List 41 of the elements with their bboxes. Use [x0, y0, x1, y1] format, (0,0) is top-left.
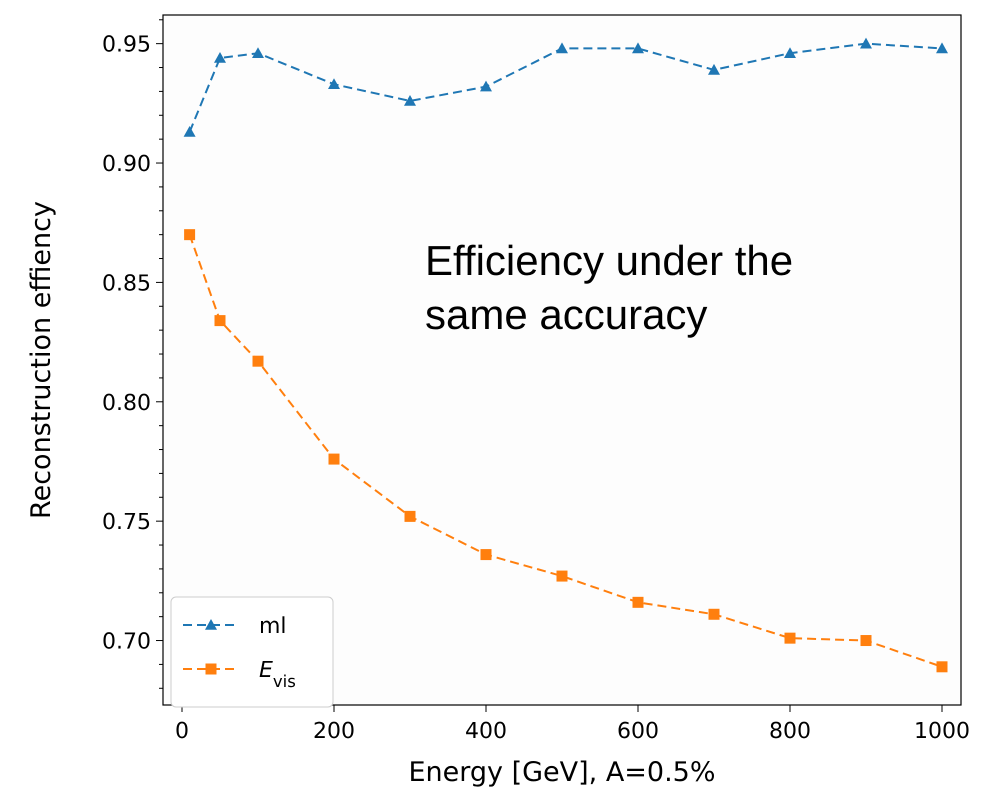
- y-tick-label: 0.75: [102, 510, 151, 536]
- y-tick-label: 0.95: [102, 32, 151, 58]
- x-tick-label: 200: [313, 719, 355, 744]
- x-tick-label: 600: [617, 719, 659, 744]
- x-tick-label: 400: [465, 719, 507, 744]
- x-tick-label: 800: [769, 719, 811, 744]
- point: [860, 38, 872, 48]
- point: [784, 47, 796, 58]
- point: [328, 78, 340, 90]
- legend-label: ml: [259, 614, 287, 639]
- point: [480, 80, 492, 92]
- point: [556, 42, 568, 54]
- point: [328, 454, 340, 465]
- point: [708, 64, 720, 75]
- point: [556, 570, 568, 582]
- point: [184, 126, 196, 137]
- point: [936, 661, 948, 672]
- point: [404, 510, 416, 522]
- point: [936, 42, 948, 54]
- point: [252, 47, 264, 58]
- point: [480, 549, 492, 560]
- y-tick-label: 0.90: [102, 152, 151, 178]
- x-tick-label: 1000: [914, 719, 970, 744]
- point: [784, 632, 796, 644]
- x-axis-title: Energy [GeV], A=0.5%: [408, 757, 716, 787]
- point: [860, 635, 872, 646]
- y-axis-title: Reconstruction effiency: [26, 201, 57, 519]
- point: [214, 315, 226, 326]
- y-tick-label: 0.85: [102, 271, 151, 296]
- point: [252, 356, 264, 367]
- point: [632, 596, 644, 608]
- legend-label: E$_{vis}$: [259, 658, 296, 690]
- annotation: Efficiency under the same accuracy: [425, 237, 794, 338]
- point: [708, 608, 720, 620]
- point: [214, 52, 226, 63]
- x-tick-label: 0: [175, 719, 189, 744]
- point: [404, 94, 416, 106]
- y-tick-label: 0.70: [102, 630, 151, 655]
- y-tick-label: 0.80: [102, 390, 151, 416]
- point: [184, 229, 196, 240]
- point: [632, 42, 644, 54]
